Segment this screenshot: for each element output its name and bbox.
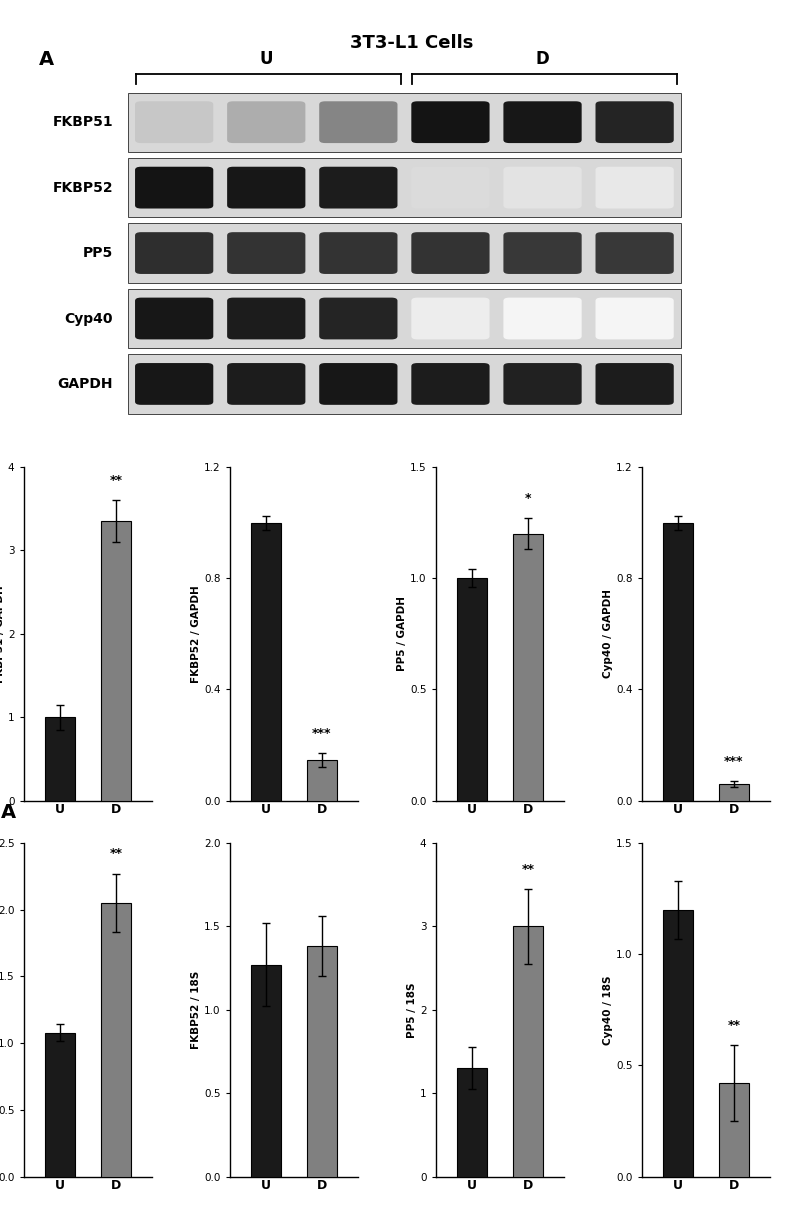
Text: *: *: [525, 491, 531, 505]
Bar: [251, 964, 281, 1177]
Text: Cyp40: Cyp40: [64, 312, 113, 325]
FancyBboxPatch shape: [227, 297, 306, 340]
FancyBboxPatch shape: [411, 101, 490, 143]
Text: D: D: [536, 50, 549, 68]
Bar: [663, 910, 693, 1177]
Bar: [457, 1069, 487, 1177]
FancyBboxPatch shape: [319, 363, 398, 405]
FancyBboxPatch shape: [596, 166, 674, 209]
Text: A: A: [39, 50, 53, 69]
Y-axis label: Cyp40 / 18S: Cyp40 / 18S: [603, 975, 613, 1044]
Bar: [307, 761, 337, 801]
FancyBboxPatch shape: [411, 232, 490, 274]
Y-axis label: PP5 / GAPDH: PP5 / GAPDH: [397, 597, 407, 671]
Y-axis label: Cyp40 / GAPDH: Cyp40 / GAPDH: [603, 590, 613, 678]
Bar: [128, 158, 681, 217]
Text: PP5: PP5: [83, 246, 113, 260]
Text: FKBP51: FKBP51: [53, 115, 113, 129]
Bar: [101, 522, 131, 801]
FancyBboxPatch shape: [227, 232, 306, 274]
FancyBboxPatch shape: [596, 363, 674, 405]
Bar: [101, 902, 131, 1177]
FancyBboxPatch shape: [135, 297, 213, 340]
Bar: [128, 223, 681, 283]
Text: **: **: [109, 474, 123, 486]
FancyBboxPatch shape: [411, 166, 490, 209]
Bar: [718, 784, 749, 801]
Text: **: **: [109, 848, 123, 860]
FancyBboxPatch shape: [503, 166, 582, 209]
Text: U: U: [259, 50, 273, 68]
Bar: [663, 523, 693, 801]
FancyBboxPatch shape: [411, 363, 490, 405]
Bar: [45, 717, 75, 801]
Text: GAPDH: GAPDH: [57, 377, 113, 391]
FancyBboxPatch shape: [319, 101, 398, 143]
Y-axis label: PP5 / 18S: PP5 / 18S: [407, 983, 417, 1037]
Bar: [45, 1032, 75, 1177]
FancyBboxPatch shape: [319, 166, 398, 209]
FancyBboxPatch shape: [596, 101, 674, 143]
FancyBboxPatch shape: [135, 363, 213, 405]
Bar: [251, 523, 281, 801]
Bar: [128, 92, 681, 152]
FancyBboxPatch shape: [135, 232, 213, 274]
FancyBboxPatch shape: [135, 101, 213, 143]
Text: 3T3-L1 Cells: 3T3-L1 Cells: [351, 34, 473, 52]
FancyBboxPatch shape: [411, 297, 490, 340]
Y-axis label: FKBP52 / GAPDH: FKBP52 / GAPDH: [191, 585, 201, 683]
FancyBboxPatch shape: [503, 232, 582, 274]
FancyBboxPatch shape: [596, 232, 674, 274]
Y-axis label: FKBP51 / GAPDH: FKBP51 / GAPDH: [0, 585, 6, 683]
Bar: [512, 927, 543, 1177]
FancyBboxPatch shape: [227, 363, 306, 405]
Text: ***: ***: [724, 754, 744, 768]
FancyBboxPatch shape: [503, 363, 582, 405]
FancyBboxPatch shape: [503, 101, 582, 143]
Bar: [128, 289, 681, 348]
FancyBboxPatch shape: [319, 232, 398, 274]
Bar: [512, 534, 543, 801]
Text: **: **: [521, 862, 534, 876]
Text: A: A: [1, 803, 16, 822]
FancyBboxPatch shape: [227, 101, 306, 143]
FancyBboxPatch shape: [503, 297, 582, 340]
FancyBboxPatch shape: [135, 166, 213, 209]
Y-axis label: FKBP52 / 18S: FKBP52 / 18S: [191, 970, 201, 1049]
Text: **: **: [727, 1019, 740, 1032]
FancyBboxPatch shape: [227, 166, 306, 209]
FancyBboxPatch shape: [319, 297, 398, 340]
Text: ***: ***: [312, 727, 332, 740]
FancyBboxPatch shape: [596, 297, 674, 340]
Bar: [128, 354, 681, 414]
Text: FKBP52: FKBP52: [53, 181, 113, 194]
Bar: [307, 946, 337, 1177]
Bar: [457, 579, 487, 801]
Bar: [718, 1083, 749, 1177]
